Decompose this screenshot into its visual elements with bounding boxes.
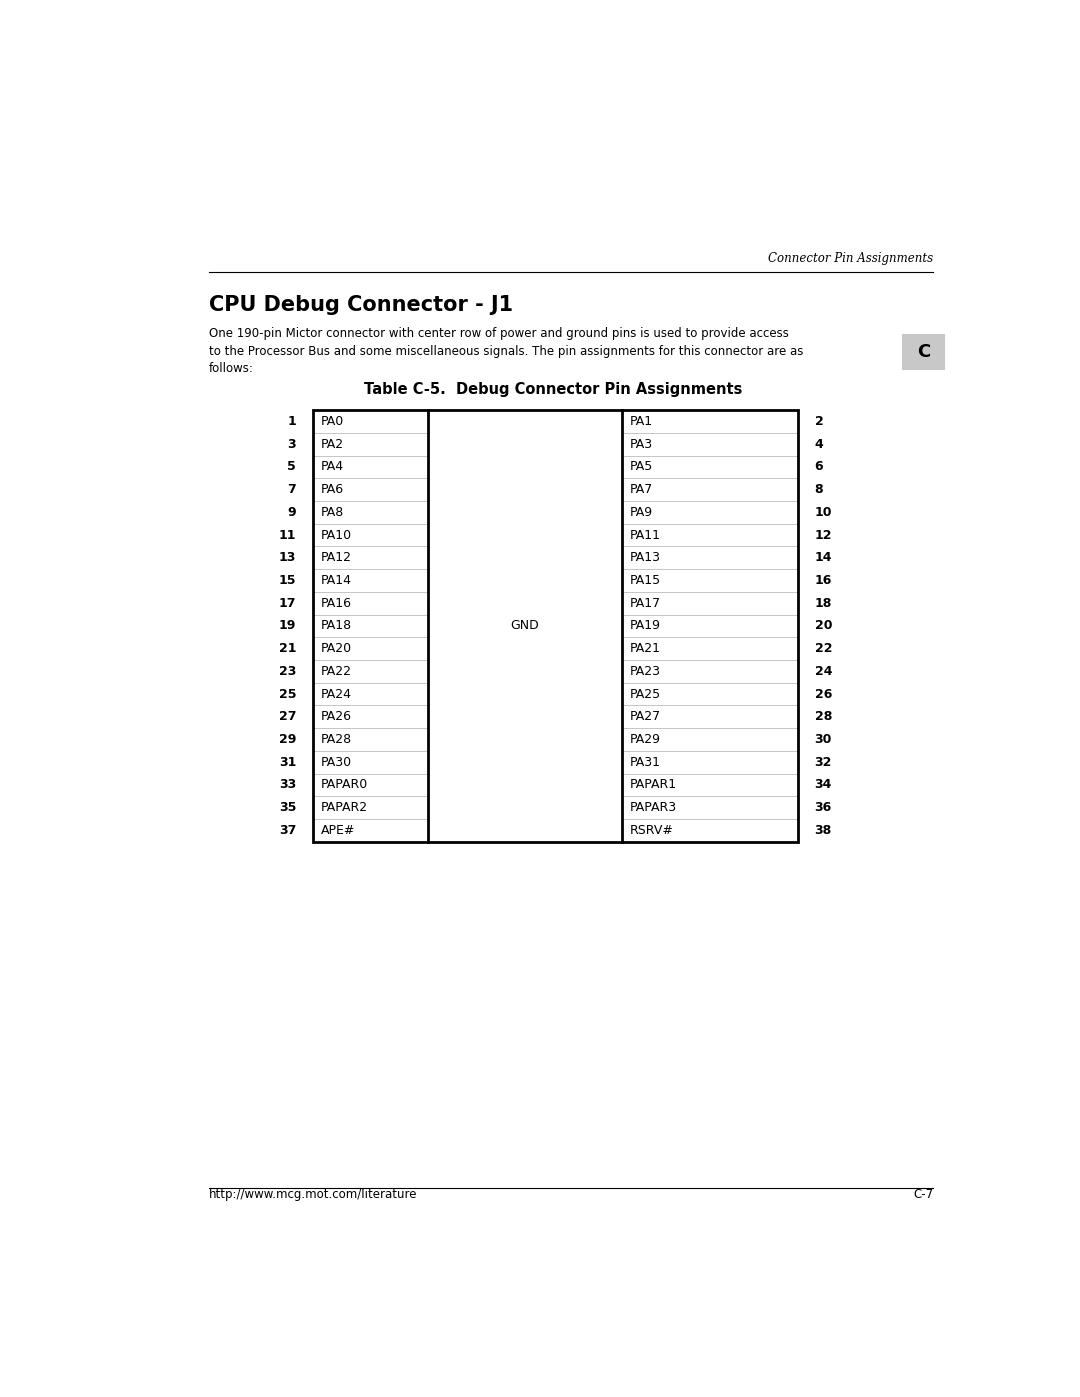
Text: 25: 25 xyxy=(279,687,296,701)
Text: 21: 21 xyxy=(279,643,296,655)
Text: PA15: PA15 xyxy=(630,574,661,587)
Text: 5: 5 xyxy=(287,461,296,474)
Text: PA16: PA16 xyxy=(321,597,352,609)
Text: PA27: PA27 xyxy=(630,710,661,724)
Text: 11: 11 xyxy=(279,528,296,542)
Text: 34: 34 xyxy=(814,778,832,792)
Text: PA2: PA2 xyxy=(321,437,345,451)
Text: 4: 4 xyxy=(814,437,823,451)
Text: PA7: PA7 xyxy=(630,483,652,496)
Text: 16: 16 xyxy=(814,574,832,587)
Text: 23: 23 xyxy=(279,665,296,678)
Text: PA20: PA20 xyxy=(321,643,352,655)
Bar xyxy=(902,334,945,370)
Text: PA8: PA8 xyxy=(321,506,345,518)
Text: PA13: PA13 xyxy=(630,552,661,564)
Text: PA29: PA29 xyxy=(630,733,661,746)
Text: PA30: PA30 xyxy=(321,756,352,768)
Text: PA22: PA22 xyxy=(321,665,352,678)
Text: PA17: PA17 xyxy=(630,597,661,609)
Text: Connector Pin Assignments: Connector Pin Assignments xyxy=(768,253,933,265)
Text: PA12: PA12 xyxy=(321,552,352,564)
Text: follows:: follows: xyxy=(208,362,254,376)
Text: 1: 1 xyxy=(287,415,296,427)
Text: PA19: PA19 xyxy=(630,619,661,633)
Text: 10: 10 xyxy=(814,506,833,518)
Text: 12: 12 xyxy=(814,528,833,542)
Text: 8: 8 xyxy=(814,483,823,496)
Text: 30: 30 xyxy=(814,733,832,746)
Text: PA9: PA9 xyxy=(630,506,652,518)
Text: PA4: PA4 xyxy=(321,461,345,474)
Text: PA31: PA31 xyxy=(630,756,661,768)
Text: http://www.mcg.mot.com/literature: http://www.mcg.mot.com/literature xyxy=(208,1187,417,1201)
Text: 17: 17 xyxy=(279,597,296,609)
Text: 20: 20 xyxy=(814,619,833,633)
Text: 14: 14 xyxy=(814,552,833,564)
Text: C: C xyxy=(917,342,930,360)
Text: 13: 13 xyxy=(279,552,296,564)
Text: PA5: PA5 xyxy=(630,461,652,474)
Text: 18: 18 xyxy=(814,597,832,609)
Text: 3: 3 xyxy=(287,437,296,451)
Text: PAPAR3: PAPAR3 xyxy=(630,802,676,814)
Text: 29: 29 xyxy=(279,733,296,746)
Text: PA23: PA23 xyxy=(630,665,661,678)
Text: 32: 32 xyxy=(814,756,832,768)
Text: One 190-pin Mictor connector with center row of power and ground pins is used to: One 190-pin Mictor connector with center… xyxy=(208,327,788,339)
Text: PA24: PA24 xyxy=(321,687,352,701)
Text: 31: 31 xyxy=(279,756,296,768)
Text: PA11: PA11 xyxy=(630,528,661,542)
Text: PA21: PA21 xyxy=(630,643,661,655)
Text: PAPAR0: PAPAR0 xyxy=(321,778,368,792)
Text: 35: 35 xyxy=(279,802,296,814)
Text: 2: 2 xyxy=(814,415,823,427)
Text: PA26: PA26 xyxy=(321,710,352,724)
Text: 38: 38 xyxy=(814,824,832,837)
Text: CPU Debug Connector - J1: CPU Debug Connector - J1 xyxy=(208,295,513,314)
Text: 19: 19 xyxy=(279,619,296,633)
Text: 6: 6 xyxy=(814,461,823,474)
Text: 37: 37 xyxy=(279,824,296,837)
Text: 9: 9 xyxy=(287,506,296,518)
Text: PA14: PA14 xyxy=(321,574,352,587)
Text: PA10: PA10 xyxy=(321,528,352,542)
Text: 22: 22 xyxy=(814,643,833,655)
Text: PA0: PA0 xyxy=(321,415,345,427)
Text: 7: 7 xyxy=(287,483,296,496)
Text: PAPAR1: PAPAR1 xyxy=(630,778,676,792)
Text: to the Processor Bus and some miscellaneous signals. The pin assignments for thi: to the Processor Bus and some miscellane… xyxy=(208,345,804,358)
Text: C-7: C-7 xyxy=(913,1187,933,1201)
Text: RSRV#: RSRV# xyxy=(630,824,673,837)
Text: 36: 36 xyxy=(814,802,832,814)
Text: 24: 24 xyxy=(814,665,833,678)
Text: 26: 26 xyxy=(814,687,832,701)
Text: APE#: APE# xyxy=(321,824,355,837)
Text: Table C-5.  Debug Connector Pin Assignments: Table C-5. Debug Connector Pin Assignmen… xyxy=(364,383,743,398)
Text: PA3: PA3 xyxy=(630,437,652,451)
Text: PA18: PA18 xyxy=(321,619,352,633)
Text: GND: GND xyxy=(511,619,539,633)
Text: PA1: PA1 xyxy=(630,415,652,427)
Bar xyxy=(313,411,798,842)
Text: PAPAR2: PAPAR2 xyxy=(321,802,368,814)
Text: PA28: PA28 xyxy=(321,733,352,746)
Text: 28: 28 xyxy=(814,710,832,724)
Text: 33: 33 xyxy=(279,778,296,792)
Text: 27: 27 xyxy=(279,710,296,724)
Text: PA6: PA6 xyxy=(321,483,345,496)
Text: PA25: PA25 xyxy=(630,687,661,701)
Text: 15: 15 xyxy=(279,574,296,587)
